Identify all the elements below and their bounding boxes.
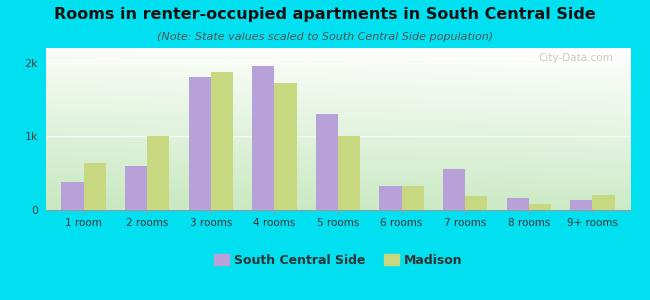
Bar <box>148 136 170 210</box>
Bar <box>316 114 338 210</box>
Bar <box>125 166 148 210</box>
Bar <box>211 72 233 210</box>
Legend: South Central Side, Madison: South Central Side, Madison <box>209 249 467 272</box>
Bar <box>380 186 402 210</box>
Bar <box>506 198 528 210</box>
Bar <box>570 200 592 210</box>
Bar <box>338 136 360 210</box>
Bar <box>443 169 465 210</box>
Bar <box>528 204 551 210</box>
Bar <box>188 77 211 210</box>
Bar <box>84 163 106 210</box>
Bar <box>274 83 296 210</box>
Text: Rooms in renter-occupied apartments in South Central Side: Rooms in renter-occupied apartments in S… <box>54 8 596 22</box>
Text: (Note: State values scaled to South Central Side population): (Note: State values scaled to South Cent… <box>157 32 493 41</box>
Bar <box>465 196 488 210</box>
Bar <box>61 182 84 210</box>
Bar <box>252 66 274 210</box>
Text: City-Data.com: City-Data.com <box>538 53 613 63</box>
Bar <box>592 194 615 210</box>
Bar <box>402 186 424 210</box>
